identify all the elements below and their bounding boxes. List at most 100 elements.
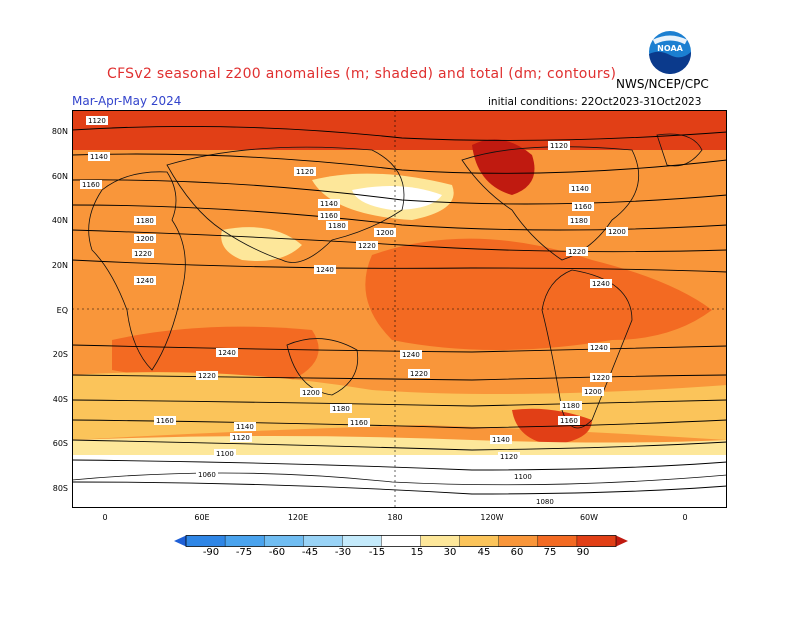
- contour-label: 1100: [216, 450, 234, 458]
- contour-label: 1160: [156, 417, 174, 425]
- contour-label: 1200: [136, 235, 154, 243]
- coast-greenland: [656, 133, 703, 167]
- noaa-logo: NOAA: [649, 31, 692, 74]
- anomaly-north-band: [72, 110, 727, 150]
- contour-label: 1140: [492, 436, 510, 444]
- colorbar-label: -90: [202, 547, 220, 558]
- contour-line: [72, 259, 727, 273]
- coast-south-america: [541, 269, 633, 429]
- contour-line: [72, 125, 727, 141]
- lon-label: 0: [102, 513, 108, 522]
- colorbar-swatch: [263, 535, 304, 547]
- contour-label-box: [558, 416, 580, 425]
- contour-label: 1220: [410, 370, 428, 378]
- contour-label: 1120: [550, 142, 568, 150]
- contour-label-box: [326, 221, 348, 230]
- anomaly-tropics: [365, 238, 712, 350]
- coast-europe-africa: [88, 171, 186, 371]
- contour-line: [72, 399, 727, 407]
- contour-label-box: [196, 371, 218, 380]
- lat-label: 40N: [51, 216, 68, 225]
- contour-label: 1220: [198, 372, 216, 380]
- contour-label-box: [569, 184, 591, 193]
- contour-label-box: [216, 348, 238, 357]
- init-conditions: initial conditions: 22Oct2023-31Oct2023: [488, 96, 702, 108]
- contour-label: 1200: [584, 388, 602, 396]
- contour-label: 1240: [592, 280, 610, 288]
- contour-label: 1120: [296, 168, 314, 176]
- contour-label-box: [534, 497, 556, 506]
- colorbar-label: -30: [334, 547, 352, 558]
- colorbar-swatch: [420, 535, 461, 547]
- contour-line: [72, 179, 727, 205]
- lon-label: 180: [387, 513, 403, 522]
- contour-label: 1120: [88, 117, 106, 125]
- contour-label-box: [318, 199, 340, 208]
- contour-label: 1140: [90, 153, 108, 161]
- contour-line: [72, 419, 727, 429]
- contour-label-box: [590, 373, 612, 382]
- contour-label: 1160: [350, 419, 368, 427]
- colorbar-label: -45: [301, 547, 319, 558]
- colorbar-swatch: [381, 535, 422, 547]
- lat-label: 80N: [51, 127, 68, 136]
- contour-label: 1240: [316, 266, 334, 274]
- contour-label-box: [196, 470, 218, 479]
- contour-label: 1220: [134, 250, 152, 258]
- contour-label-box: [330, 404, 352, 413]
- contour-label: 1160: [574, 203, 592, 211]
- anomaly-indian-ocean: [112, 326, 319, 382]
- contour-label-box: [234, 422, 256, 431]
- contour-label-box: [356, 241, 378, 250]
- noaa-logo-text: NOAA: [657, 44, 683, 53]
- lat-label: EQ: [56, 306, 68, 315]
- colorbar-swatch: [342, 535, 382, 547]
- contour-label-box: [512, 472, 534, 481]
- contour-line: [72, 229, 727, 253]
- contour-label: 1220: [358, 242, 376, 250]
- lat-label: 60N: [51, 172, 68, 181]
- colorbar-label: 15: [410, 547, 424, 558]
- contour-label: 1240: [590, 344, 608, 352]
- contour-label-box: [86, 116, 108, 125]
- contour-label-box: [606, 227, 628, 236]
- contour-label: 1100: [514, 473, 532, 481]
- contour-label: 1240: [402, 351, 420, 359]
- coast-antarctica: [72, 472, 727, 486]
- contour-label-box: [408, 369, 430, 378]
- contour-label: 1180: [570, 217, 588, 225]
- contour-label: 1200: [302, 389, 320, 397]
- anomaly-pacific-white: [352, 186, 442, 210]
- contour-label-box: [498, 452, 520, 461]
- contour-label-box: [490, 435, 512, 444]
- contour-label-box: [154, 416, 176, 425]
- colorbar-end-left: [174, 535, 186, 547]
- colorbar-label: 75: [543, 547, 557, 558]
- colorbar-label: 90: [576, 547, 590, 558]
- contour-line: [72, 153, 727, 174]
- map-frame: [72, 110, 727, 508]
- lon-label: 120E: [287, 513, 309, 522]
- contour-line: [72, 481, 727, 495]
- contour-label-box: [230, 433, 252, 442]
- colorbar-label: 45: [477, 547, 491, 558]
- contour-line: [72, 439, 727, 451]
- colorbar-label: 60: [510, 547, 524, 558]
- contour-label-box: [590, 279, 612, 288]
- contour-label: 1160: [82, 181, 100, 189]
- contour-label-box: [300, 388, 322, 397]
- contour-label: 1060: [198, 471, 216, 479]
- contour-label: 1180: [562, 402, 580, 410]
- contour-label: 1140: [236, 423, 254, 431]
- season-label: Mar-Apr-May 2024: [72, 94, 182, 108]
- anomaly-africa-light: [221, 227, 302, 261]
- contour-label-box: [566, 247, 588, 256]
- contour-label: 1200: [608, 228, 626, 236]
- colorbar-label: -60: [268, 547, 286, 558]
- contour-label: 1180: [136, 217, 154, 225]
- coast-australia: [286, 338, 359, 396]
- agency-label: NWS/NCEP/CPC: [616, 77, 709, 91]
- colorbar-swatch: [303, 535, 343, 547]
- colorbar-swatch: [498, 535, 539, 547]
- contour-label-box: [400, 350, 422, 359]
